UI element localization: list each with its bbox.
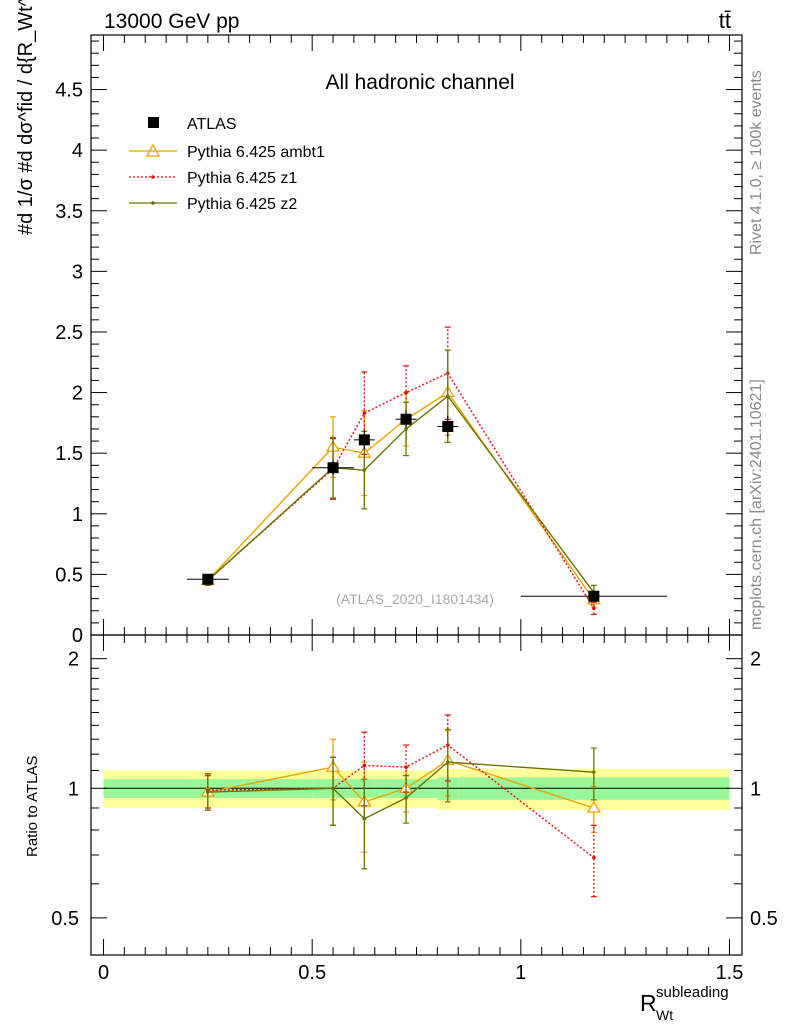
- main-ytick-label: 4: [72, 140, 83, 162]
- ratio-point-z2: [362, 816, 367, 821]
- xtick-label: 1: [515, 962, 526, 984]
- point-z2: [362, 468, 367, 472]
- xtick-label: 0.5: [298, 962, 326, 984]
- main-ytick-label: 2: [72, 383, 83, 405]
- main-ytick-label: 1: [72, 504, 83, 526]
- main-ytick-label: 3.5: [55, 201, 83, 223]
- point-z2: [445, 394, 450, 399]
- point-z1: [404, 390, 408, 395]
- series-line-z2: [207, 395, 595, 593]
- ratio-ytick-label-right: 2: [750, 649, 761, 671]
- legend-atlas-label: ATLAS: [187, 116, 237, 133]
- ratio-point-z2: [331, 786, 335, 791]
- plot-title: All hadronic channel: [325, 71, 514, 94]
- point-z2: [404, 427, 408, 431]
- legend-z2-label: Pythia 6.425 z2: [187, 196, 297, 213]
- legend-ambt1-marker: [145, 143, 161, 157]
- xtick-label: 0: [98, 962, 109, 984]
- legend-z1-label: Pythia 6.425 z1: [187, 170, 297, 187]
- atlas-point: [327, 462, 339, 474]
- ratio-ytick-label: 1: [68, 778, 79, 800]
- atlas-point: [400, 413, 412, 425]
- x-label-super: subleading: [656, 984, 729, 1001]
- x-label-main: R: [640, 990, 657, 1016]
- ratio-ytick-label: 0.5: [51, 908, 79, 930]
- ratio-point-z2: [206, 790, 210, 794]
- legend: ATLAS Pythia 6.425 ambt1 Pythia 6.425 z1…: [129, 116, 325, 213]
- series-line-z1: [207, 372, 595, 609]
- point-z1: [362, 411, 367, 415]
- legend-atlas-marker: [148, 117, 159, 128]
- ratio-point-z1: [404, 765, 408, 769]
- xtick-label: 1.5: [716, 962, 744, 984]
- main-ytick-label: 1.5: [55, 443, 83, 465]
- ratio-panel: 0.5 0.5 1 1 2 2 0 0.5 1 1.5 Ratio to ATLAS: [24, 634, 778, 984]
- ratio-ytick-label-right: 0.5: [750, 908, 778, 930]
- ratio-axis-ticks: 0.5 0.5 1 1 2 2 0 0.5 1 1.5: [51, 635, 778, 984]
- ratio-line-ambt1: [207, 759, 595, 809]
- ratio-plot-marks: [200, 714, 602, 898]
- atlas-point: [588, 590, 600, 602]
- analysis-id: (ATLAS_2020_I1801434): [336, 591, 494, 607]
- legend-ambt1-label: Pythia 6.425 ambt1: [187, 144, 325, 161]
- ratio-ytick-label-right: 1: [750, 778, 761, 800]
- ratio-point-z1: [592, 855, 596, 860]
- ratio-ylabel: Ratio to ATLAS: [24, 756, 41, 857]
- ratio-point-z1: [362, 763, 367, 768]
- main-axis-ticks: 0 0.5 1 1.5 2 2.5 3 3.5 4 4.5: [55, 35, 742, 647]
- atlas-point: [442, 421, 454, 433]
- legend-z1-marker: [151, 175, 155, 179]
- ratio-ytick-label: 2: [68, 649, 79, 671]
- point-z1: [592, 606, 596, 611]
- main-ytick-label: 0.5: [55, 564, 83, 586]
- legend-z2-marker: [151, 201, 155, 205]
- main-ytick-label: 3: [72, 261, 83, 283]
- main-ytick-label: 0: [72, 625, 83, 647]
- main-ytick-label: 4.5: [55, 80, 83, 102]
- ratio-point-ambt1: [586, 800, 602, 813]
- mcplots-label: mcplots.cern.ch [arXiv:2401.10621]: [748, 379, 765, 630]
- main-ylabel: #d 1/σ #d dσ^fid / d{R_Wt^subleading}: [15, 0, 37, 235]
- main-panel: 0 0.5 1 1.5 2 2.5 3 3.5 4 4.5 All hadronic channe…: [15, 0, 743, 647]
- main-plot-marks: [186, 326, 667, 615]
- rivet-label: Rivet 4.1.0, ≥ 100k events: [748, 70, 765, 255]
- main-ylabel-text: #d 1/σ #d dσ^fid / d{R_Wt^subleading}: [15, 0, 37, 235]
- ratio-line-z2: [207, 761, 594, 820]
- ratio-point-z2: [404, 796, 408, 800]
- x-label-sub: Wt: [656, 1007, 673, 1023]
- x-axis-label: R subleading Wt: [640, 984, 729, 1023]
- process-label: tt̄: [719, 8, 731, 33]
- series-line-ambt1: [207, 391, 595, 601]
- main-ytick-label: 2.5: [55, 322, 83, 344]
- ratio-point-z2: [592, 770, 596, 774]
- atlas-point: [358, 434, 370, 446]
- atlas-point: [202, 573, 214, 585]
- energy-label: 13000 GeV pp: [104, 10, 239, 33]
- ratio-point-z2: [445, 760, 450, 764]
